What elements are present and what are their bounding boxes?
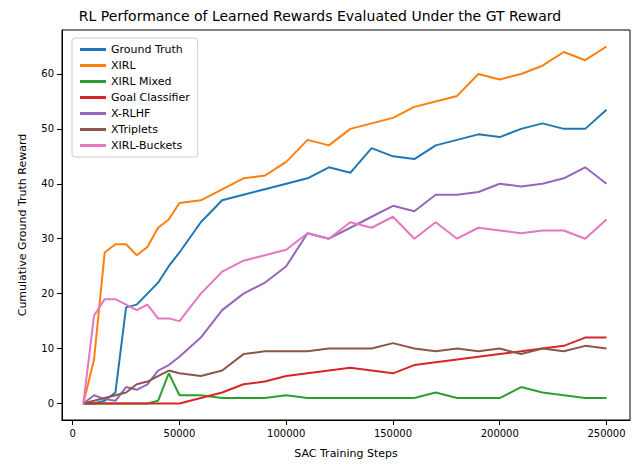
svg-text:Cumulative Ground Truth Reward: Cumulative Ground Truth Reward	[16, 134, 29, 317]
svg-text:XTriplets: XTriplets	[111, 123, 158, 136]
svg-text:100000: 100000	[267, 428, 305, 439]
svg-text:10: 10	[41, 343, 54, 354]
svg-text:Goal Classifier: Goal Classifier	[111, 91, 190, 104]
svg-text:XIRL Mixed: XIRL Mixed	[111, 75, 172, 88]
svg-text:0: 0	[69, 428, 75, 439]
svg-text:XIRL: XIRL	[111, 59, 136, 72]
svg-text:150000: 150000	[374, 428, 412, 439]
svg-text:60: 60	[41, 68, 54, 79]
svg-text:XIRL-Buckets: XIRL-Buckets	[111, 139, 183, 152]
svg-text:0: 0	[48, 398, 54, 409]
svg-text:SAC Training Steps: SAC Training Steps	[294, 447, 398, 460]
svg-text:250000: 250000	[587, 428, 625, 439]
svg-text:20: 20	[41, 288, 54, 299]
svg-text:50000: 50000	[164, 428, 196, 439]
svg-text:30: 30	[41, 233, 54, 244]
svg-text:X-RLHF: X-RLHF	[111, 107, 150, 120]
svg-text:40: 40	[41, 178, 54, 189]
svg-text:Ground Truth: Ground Truth	[111, 43, 183, 56]
svg-text:RL Performance of Learned Rewa: RL Performance of Learned Rewards Evalua…	[79, 8, 561, 24]
svg-text:200000: 200000	[481, 428, 519, 439]
svg-text:50: 50	[41, 123, 54, 134]
